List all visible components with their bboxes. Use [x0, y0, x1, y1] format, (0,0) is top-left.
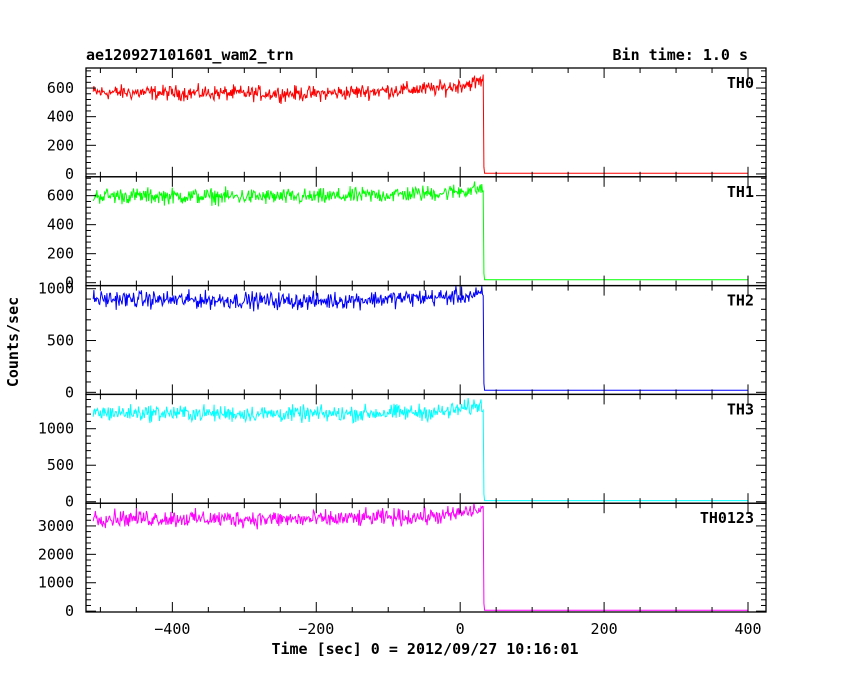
y-tick-label: 200	[47, 245, 74, 263]
y-tick-label: 1000	[38, 420, 74, 438]
y-tick-label: 0	[65, 383, 74, 401]
panel-label: TH3	[727, 400, 754, 418]
x-axis-label: Time [sec] 0 = 2012/09/27 10:16:01	[271, 640, 578, 658]
x-tick-label: 200	[591, 620, 618, 638]
series-line	[92, 285, 748, 391]
panels: 0 200 400 600 TH0 0 200 400 600 TH1 0 500 1000 TH2 0 50…	[38, 67, 767, 620]
y-tick-label: 200	[47, 136, 74, 154]
y-tick-label: 500	[47, 332, 74, 350]
y-tick-label: 0	[65, 602, 74, 620]
panel-label: TH0123	[700, 509, 754, 527]
panel-th2: 0 500 1000 TH2	[38, 280, 767, 401]
y-tick-label: 500	[47, 456, 74, 474]
panel-th1: 0 200 400 600 TH1	[47, 176, 767, 292]
y-tick-label: 400	[47, 216, 74, 234]
panel-th0: 0 200 400 600 TH0	[47, 67, 767, 183]
panel-th0123: 0 1000 2000 3000 TH0123	[38, 502, 767, 620]
y-tick-label: 600	[47, 79, 74, 97]
x-tick-label: −200	[298, 620, 334, 638]
y-tick-label: 0	[65, 165, 74, 183]
series-line	[92, 502, 748, 611]
panel-label: TH0	[727, 74, 754, 92]
panel-label: TH2	[727, 292, 754, 310]
y-tick-label: 400	[47, 108, 74, 126]
y-tick-label: 1000	[38, 574, 74, 592]
y-axis-label: Counts/sec	[4, 297, 22, 387]
panel-th3: 0 500 1000 TH3	[38, 393, 767, 511]
panel-frame	[85, 502, 767, 613]
panel-label: TH1	[727, 183, 754, 201]
x-tick-labels: −400 −200 0 200 400	[154, 620, 761, 638]
x-tick-label: −400	[154, 620, 190, 638]
series-line	[92, 398, 748, 502]
y-tick-label: 3000	[38, 517, 74, 535]
y-tick-label: 1000	[38, 280, 74, 298]
y-tick-label: 0	[65, 493, 74, 511]
y-tick-label: 600	[47, 187, 74, 205]
x-tick-label: 0	[456, 620, 465, 638]
bin-time-label: Bin time: 1.0 s	[613, 46, 748, 64]
series-line	[92, 181, 748, 281]
panel-frame	[85, 67, 767, 178]
x-tick-label: 400	[734, 620, 761, 638]
y-tick-label: 0	[65, 274, 74, 292]
y-tick-label: 2000	[38, 545, 74, 563]
observation-title: ae120927101601_wam2_trn	[86, 46, 294, 64]
series-line	[92, 74, 748, 174]
